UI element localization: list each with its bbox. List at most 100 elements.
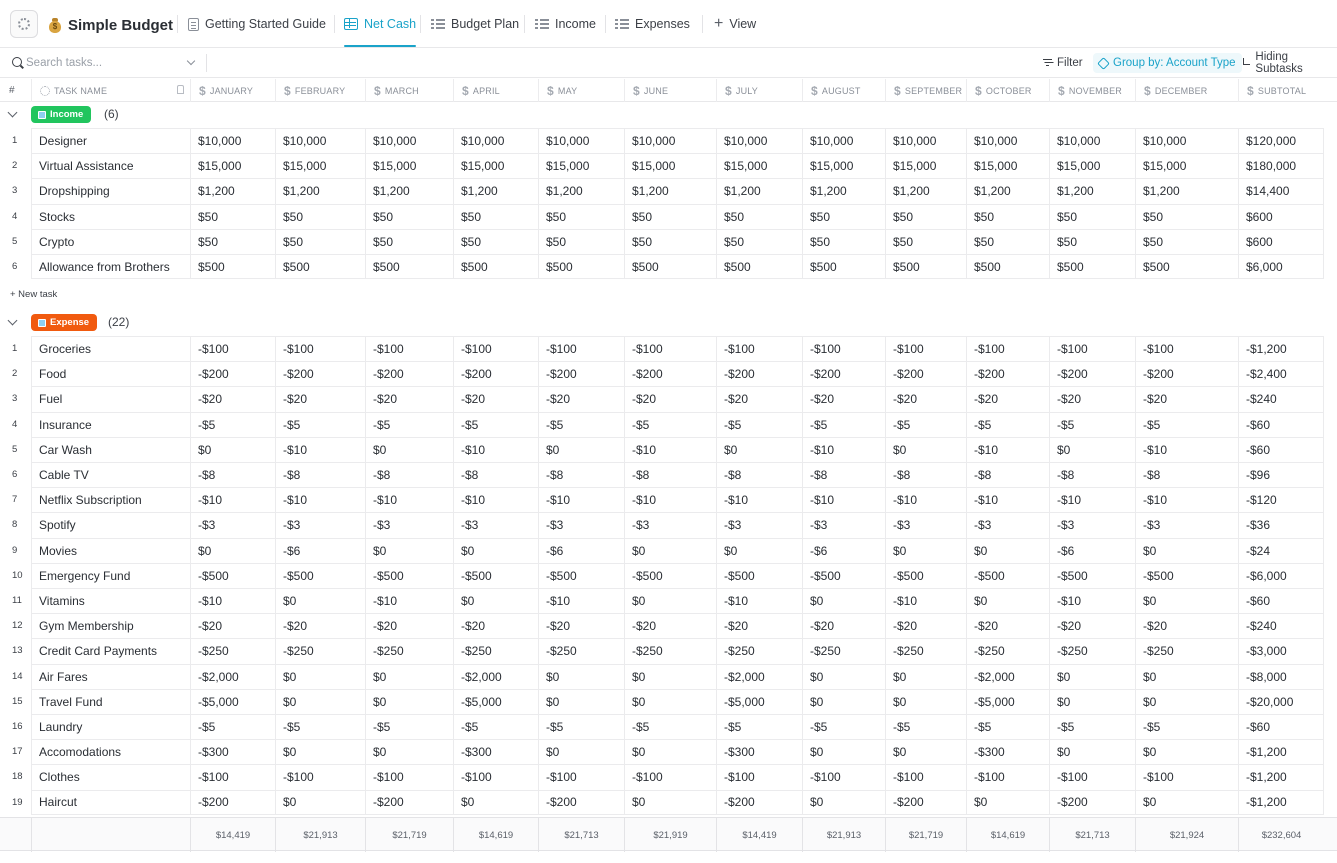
amount-cell[interactable]: -$20 <box>275 613 365 639</box>
amount-cell[interactable]: $0 <box>624 688 716 714</box>
task-name-cell[interactable]: Crypto <box>31 228 190 254</box>
amount-cell[interactable]: $500 <box>966 254 1049 280</box>
amount-cell[interactable]: $50 <box>802 228 885 254</box>
amount-cell[interactable]: -$3 <box>538 512 624 538</box>
amount-cell[interactable]: $50 <box>1049 228 1135 254</box>
amount-cell[interactable]: -$5 <box>1135 411 1238 437</box>
task-name-cell[interactable]: Dropshipping <box>31 178 190 204</box>
column-header-task-name[interactable]: TASK NAME <box>31 79 190 102</box>
amount-cell[interactable]: -$300 <box>190 739 275 765</box>
column-header-subtotal[interactable]: $ SUBTOTAL <box>1238 79 1324 102</box>
amount-cell[interactable]: $15,000 <box>365 153 453 179</box>
amount-cell[interactable]: -$20 <box>966 386 1049 412</box>
subtasks-toggle[interactable]: Hiding Subtasks <box>1238 51 1337 75</box>
amount-cell[interactable]: $50 <box>1049 203 1135 229</box>
amount-cell[interactable]: -$8 <box>275 462 365 488</box>
amount-cell[interactable]: -$5 <box>716 411 802 437</box>
amount-cell[interactable]: $0 <box>716 436 802 462</box>
amount-cell[interactable]: -$240 <box>1238 613 1324 639</box>
amount-cell[interactable]: -$8 <box>1135 462 1238 488</box>
filter-button[interactable]: Filter <box>1039 53 1087 73</box>
amount-cell[interactable]: -$20 <box>802 386 885 412</box>
amount-cell[interactable]: -$10 <box>716 588 802 614</box>
amount-cell[interactable]: -$3 <box>885 512 966 538</box>
amount-cell[interactable]: -$5,000 <box>966 688 1049 714</box>
task-name-cell[interactable]: Allowance from Brothers <box>31 254 190 280</box>
task-name-cell[interactable]: Accomodations <box>31 739 190 765</box>
amount-cell[interactable]: -$3 <box>802 512 885 538</box>
amount-cell[interactable]: $15,000 <box>885 153 966 179</box>
amount-cell[interactable]: $50 <box>1135 203 1238 229</box>
amount-cell[interactable]: -$250 <box>275 638 365 664</box>
amount-cell[interactable]: -$500 <box>190 562 275 588</box>
amount-cell[interactable]: -$3 <box>190 512 275 538</box>
amount-cell[interactable]: -$5 <box>190 714 275 740</box>
tab-expenses[interactable]: Expenses <box>615 0 690 48</box>
column-header-november[interactable]: $ NOVEMBER <box>1049 79 1135 102</box>
table-row[interactable]: 6 Cable TV -$8 -$8 -$8 -$8 -$8 -$8 -$8 -$8 -$8 -$8-… <box>0 462 1337 488</box>
amount-cell[interactable]: $50 <box>275 203 365 229</box>
amount-cell[interactable]: -$5 <box>624 714 716 740</box>
column-header-october[interactable]: $ OCTOBER <box>966 79 1049 102</box>
amount-cell[interactable]: -$200 <box>802 361 885 387</box>
amount-cell[interactable]: $50 <box>885 203 966 229</box>
amount-cell[interactable]: $50 <box>538 228 624 254</box>
amount-cell[interactable]: $50 <box>966 203 1049 229</box>
amount-cell[interactable]: -$200 <box>365 361 453 387</box>
task-name-cell[interactable]: Cable TV <box>31 462 190 488</box>
task-name-cell[interactable]: Virtual Assistance <box>31 153 190 179</box>
amount-cell[interactable]: $600 <box>1238 228 1324 254</box>
amount-cell[interactable]: -$20 <box>885 613 966 639</box>
table-row[interactable]: 1 Groceries -$100 -$100 -$100 -$100 -$100 -$100… <box>0 336 1337 362</box>
amount-cell[interactable]: $0 <box>538 688 624 714</box>
table-row[interactable]: 5 Car Wash $0 -$10 $0 -$10 $0 -$10 $0 -$10 $0 -$10 $… <box>0 436 1337 462</box>
space-title[interactable]: $ Simple Budget <box>48 14 173 36</box>
task-name-cell[interactable]: Food <box>31 361 190 387</box>
amount-cell[interactable]: $0 <box>275 663 365 689</box>
amount-cell[interactable]: $50 <box>275 228 365 254</box>
amount-cell[interactable]: -$250 <box>624 638 716 664</box>
amount-cell[interactable]: $10,000 <box>1049 128 1135 154</box>
task-name-cell[interactable]: Car Wash <box>31 436 190 462</box>
amount-cell[interactable]: -$5 <box>190 411 275 437</box>
amount-cell[interactable]: -$8 <box>802 462 885 488</box>
amount-cell[interactable]: -$2,000 <box>966 663 1049 689</box>
column-header-july[interactable]: $ JULY <box>716 79 802 102</box>
amount-cell[interactable]: -$24 <box>1238 537 1324 563</box>
amount-cell[interactable]: $0 <box>966 789 1049 815</box>
column-header-january[interactable]: $ JANUARY <box>190 79 275 102</box>
amount-cell[interactable]: -$5 <box>453 411 538 437</box>
table-row[interactable]: 10 Emergency Fund -$500 -$500 -$500 -$500 -$50… <box>0 562 1337 588</box>
amount-cell[interactable]: $500 <box>1135 254 1238 280</box>
amount-cell[interactable]: $0 <box>275 739 365 765</box>
amount-cell[interactable]: -$20 <box>802 613 885 639</box>
amount-cell[interactable]: $0 <box>365 663 453 689</box>
amount-cell[interactable]: $0 <box>885 688 966 714</box>
amount-cell[interactable]: $0 <box>802 663 885 689</box>
amount-cell[interactable]: -$20 <box>1135 386 1238 412</box>
amount-cell[interactable]: -$8,000 <box>1238 663 1324 689</box>
amount-cell[interactable]: -$500 <box>716 562 802 588</box>
amount-cell[interactable]: $0 <box>275 789 365 815</box>
amount-cell[interactable]: $1,200 <box>885 178 966 204</box>
table-row[interactable]: 14 Air Fares -$2,000 $0 $0 -$2,000 $0 $0 -$2,000… <box>0 663 1337 689</box>
task-name-cell[interactable]: Emergency Fund <box>31 562 190 588</box>
amount-cell[interactable]: $0 <box>190 436 275 462</box>
amount-cell[interactable]: -$10 <box>453 436 538 462</box>
amount-cell[interactable]: $0 <box>1049 688 1135 714</box>
amount-cell[interactable]: -$250 <box>538 638 624 664</box>
amount-cell[interactable]: $0 <box>1135 588 1238 614</box>
column-header-april[interactable]: $ APRIL <box>453 79 538 102</box>
table-row[interactable]: 2 Virtual Assistance $15,000 $15,000 $15,000… <box>0 153 1337 179</box>
amount-cell[interactable]: -$2,000 <box>453 663 538 689</box>
amount-cell[interactable]: $50 <box>885 228 966 254</box>
column-header-september[interactable]: $ SEPTEMBER <box>885 79 966 102</box>
amount-cell[interactable]: -$100 <box>365 764 453 790</box>
amount-cell[interactable]: $0 <box>190 537 275 563</box>
amount-cell[interactable]: -$20 <box>538 386 624 412</box>
amount-cell[interactable]: $500 <box>453 254 538 280</box>
amount-cell[interactable]: -$3 <box>365 512 453 538</box>
amount-cell[interactable]: -$100 <box>538 336 624 362</box>
amount-cell[interactable]: -$5 <box>966 714 1049 740</box>
amount-cell[interactable]: -$100 <box>275 336 365 362</box>
